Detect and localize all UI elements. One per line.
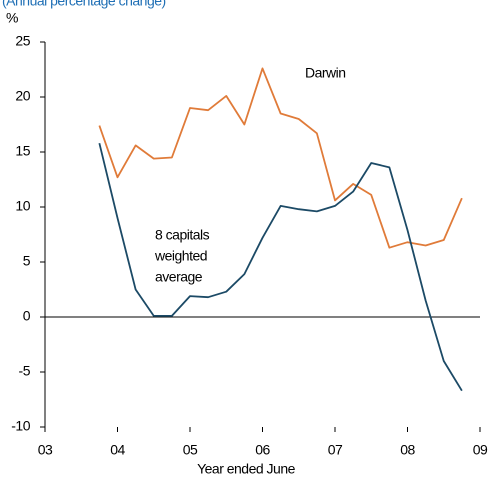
x-axis-label: Year ended June	[197, 461, 296, 477]
series-label: 8 capitals	[155, 227, 210, 243]
series-label: average	[155, 269, 203, 285]
x-tick-label: 03	[38, 442, 53, 458]
y-tick-label: 0	[23, 308, 31, 324]
y-axis-label: %	[6, 10, 18, 26]
x-tick-label: 05	[183, 442, 198, 458]
x-tick-label: 04	[110, 442, 125, 458]
y-tick-label: 20	[15, 88, 30, 104]
series-label: weighted	[154, 248, 207, 264]
x-tick-label: 07	[328, 442, 343, 458]
x-tick-label: 06	[255, 442, 270, 458]
series-line	[98, 142, 463, 392]
y-tick-label: 10	[15, 198, 30, 214]
x-tick-label: 08	[400, 442, 415, 458]
y-tick-label: 15	[15, 143, 30, 159]
series-label: Darwin	[305, 65, 346, 81]
series-line	[98, 67, 463, 249]
x-tick-label: 09	[473, 442, 488, 458]
y-tick-label: -10	[11, 418, 30, 434]
y-tick-label: -5	[19, 363, 31, 379]
chart-subtitle: (Annual percentage change)	[2, 0, 166, 9]
y-tick-label: 25	[15, 33, 30, 49]
y-tick-label: 5	[23, 253, 31, 269]
